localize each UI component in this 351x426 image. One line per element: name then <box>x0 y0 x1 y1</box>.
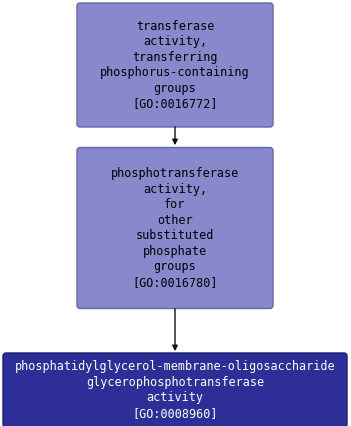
Text: phosphotransferase
activity,
for
other
substituted
phosphate
groups
[GO:0016780]: phosphotransferase activity, for other s… <box>111 167 239 289</box>
Text: transferase
activity,
transferring
phosphorus-containing
groups
[GO:0016772]: transferase activity, transferring phosp… <box>100 20 250 110</box>
FancyBboxPatch shape <box>77 147 273 308</box>
FancyBboxPatch shape <box>77 3 273 127</box>
Text: phosphatidylglycerol-membrane-oligosaccharide
glycerophosphotransferase
activity: phosphatidylglycerol-membrane-oligosacch… <box>15 360 335 420</box>
FancyBboxPatch shape <box>3 353 347 426</box>
